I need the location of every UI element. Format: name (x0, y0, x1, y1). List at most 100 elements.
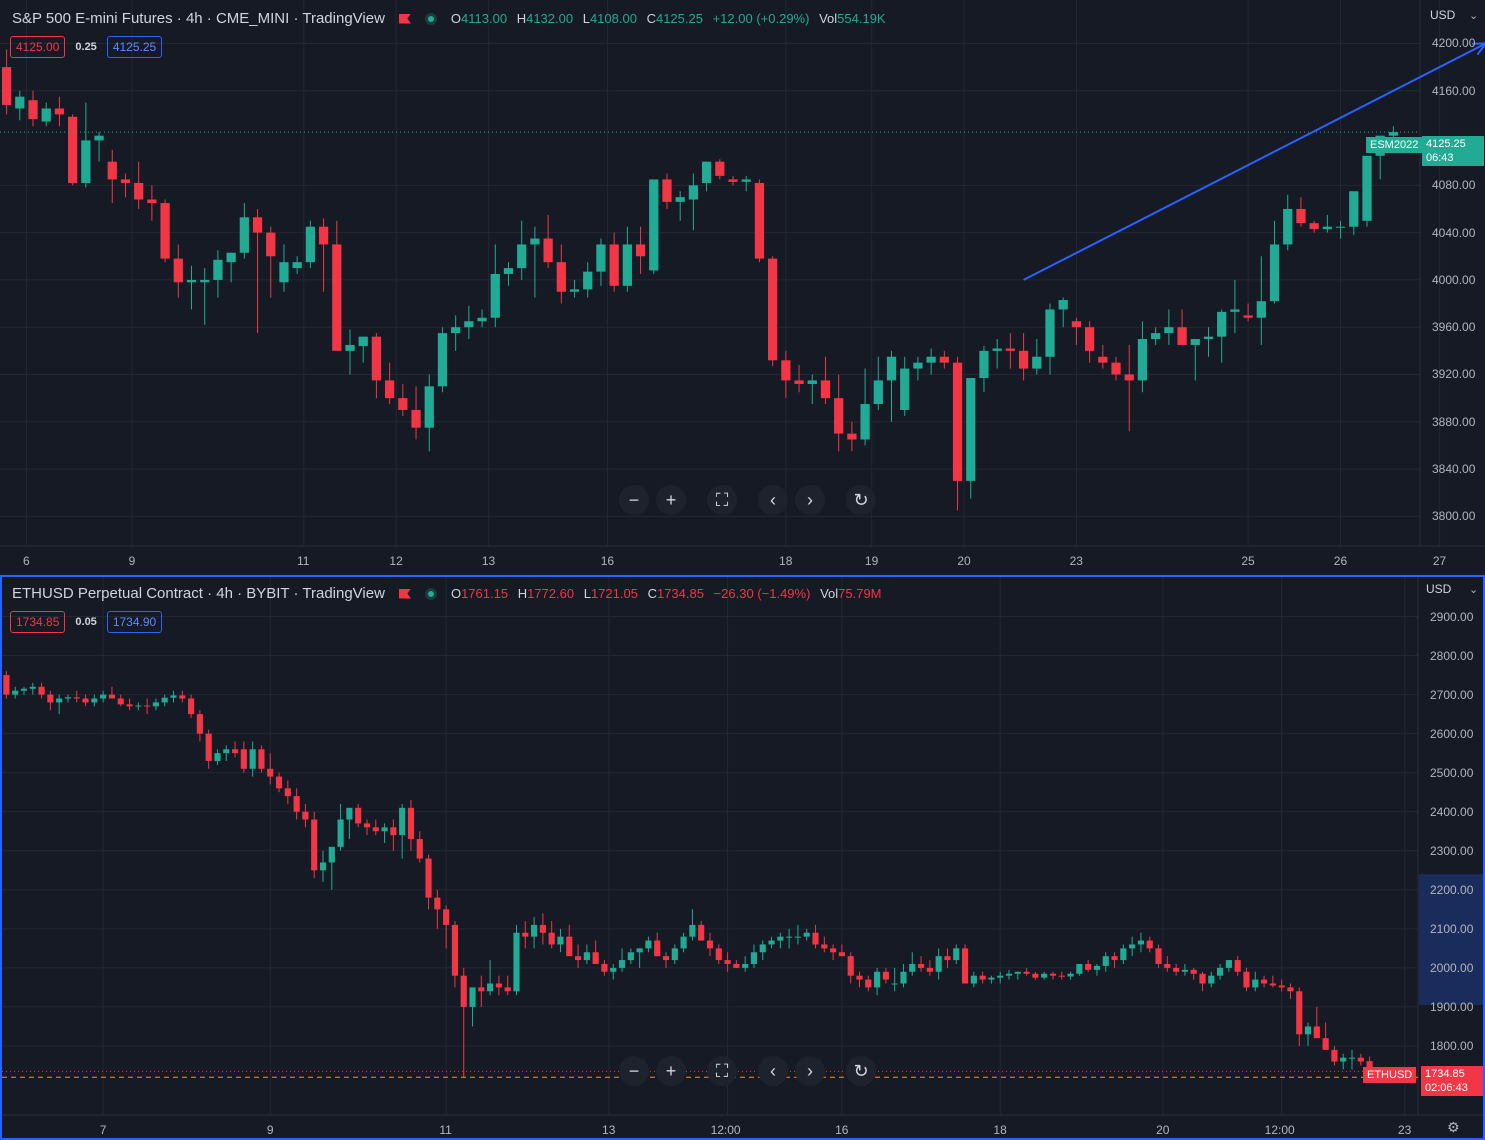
eth-spread: 0.05 (75, 616, 97, 628)
candle (1111, 952, 1118, 968)
scroll-right-icon[interactable]: › (795, 485, 825, 515)
es-symbol-title[interactable]: S&P 500 E-mini Futures · 4h · CME_MINI ·… (12, 10, 385, 27)
candle (363, 819, 371, 836)
price-tick-label: 2100.00 (1430, 921, 1474, 936)
zoom-in-icon[interactable]: + (656, 1056, 686, 1086)
zoom-out-icon[interactable]: − (619, 1056, 649, 1086)
candle (966, 378, 976, 499)
es-buy-price[interactable]: 4125.25 (106, 36, 163, 58)
candle (953, 944, 960, 964)
price-tick-label: 2700.00 (1430, 687, 1474, 702)
candle (1018, 333, 1029, 381)
eth-symbol-title[interactable]: ETHUSD Perpetual Contract · 4h · BYBIT ·… (12, 585, 385, 602)
candle (557, 928, 564, 953)
candle (548, 921, 555, 949)
candle-body (120, 179, 131, 183)
candle-body (205, 733, 212, 761)
es-currency-label[interactable]: USD (1430, 8, 1456, 22)
candle-body (490, 274, 500, 318)
candle (856, 971, 863, 988)
candle (531, 917, 538, 949)
candle-body (1322, 1038, 1329, 1050)
candle (654, 932, 661, 957)
red-flag-icon[interactable] (398, 588, 411, 599)
price-tick-label: 3880.00 (1432, 414, 1476, 429)
eth-candlestick-chart[interactable] (2, 577, 1483, 1138)
es-candlestick-chart[interactable] (0, 0, 1485, 575)
chevron-down-icon[interactable]: ⌄ (1469, 584, 1479, 596)
candle-body (266, 232, 276, 257)
trend-line-drawing[interactable] (1023, 42, 1485, 281)
candle (1208, 971, 1215, 988)
eth-symbol-tag: ETHUSD (1363, 1067, 1417, 1083)
zoom-in-icon[interactable]: + (656, 485, 686, 515)
candle (1058, 297, 1068, 328)
reset-icon[interactable]: ↻ (846, 485, 876, 515)
candle (794, 924, 802, 945)
candle-body (214, 753, 221, 761)
scroll-left-icon[interactable]: ‹ (758, 485, 788, 515)
candle-body (1151, 333, 1161, 340)
reset-icon[interactable]: ↻ (846, 1056, 876, 1086)
eth-countdown: 02:06:43 (1425, 1082, 1468, 1094)
chevron-down-icon[interactable]: ⌄ (1469, 10, 1479, 22)
es-chart-pane[interactable]: S&P 500 E-mini Futures · 4h · CME_MINI ·… (0, 0, 1485, 575)
candle (1234, 956, 1241, 976)
red-flag-icon[interactable] (398, 13, 411, 24)
eth-low-value: 1721.05 (590, 586, 638, 601)
candle-body (970, 975, 977, 984)
scroll-right-icon[interactable]: › (795, 1056, 825, 1086)
candle (108, 686, 116, 699)
price-tick-label: 4200.00 (1432, 36, 1476, 51)
candle-body (1076, 963, 1083, 974)
candle-body (399, 807, 406, 836)
candle-body (1349, 191, 1359, 227)
candle-body (407, 807, 415, 840)
candle (100, 690, 107, 703)
fullscreen-icon[interactable]: ⛶ (707, 1056, 737, 1086)
es-bid-ask: 4125.00 0.25 4125.25 (10, 36, 163, 58)
candle (583, 944, 590, 964)
candle-body (1085, 327, 1095, 351)
candle (226, 252, 236, 283)
es-sell-price[interactable]: 4125.00 (10, 36, 66, 58)
candle (267, 753, 274, 785)
candle-body (821, 944, 828, 949)
es-legend: S&P 500 E-mini Futures · 4h · CME_MINI ·… (12, 10, 892, 27)
price-tick-label: 2400.00 (1430, 804, 1474, 819)
eth-sell-price[interactable]: 1734.85 (10, 611, 66, 633)
candle (645, 936, 652, 953)
candle (173, 244, 183, 298)
candle-body (1045, 309, 1055, 357)
candle (1120, 944, 1127, 964)
candle (860, 368, 870, 446)
candle-body (812, 932, 819, 945)
scroll-left-icon[interactable]: ‹ (758, 1056, 788, 1086)
candle (464, 305, 474, 340)
eth-buy-price[interactable]: 1734.90 (106, 611, 163, 633)
price-tick-label: 2600.00 (1430, 726, 1474, 741)
eth-last-price-tag: 1734.85 02:06:43 (1421, 1066, 1483, 1096)
candle (847, 421, 857, 452)
candle (873, 356, 883, 410)
candle (1260, 975, 1268, 988)
candle (1173, 963, 1180, 976)
candle-body (64, 697, 72, 699)
zoom-out-icon[interactable]: − (619, 485, 649, 515)
fullscreen-icon[interactable]: ⛶ (707, 485, 737, 515)
candle-body (252, 217, 263, 233)
candle (874, 967, 881, 996)
trend-line[interactable] (1023, 42, 1485, 281)
candle-body (1199, 973, 1206, 984)
time-tick-label: 23 (1069, 554, 1083, 568)
candle (1340, 1053, 1347, 1070)
candle (1151, 327, 1161, 345)
candle-body (1388, 132, 1399, 136)
candle (979, 971, 986, 984)
candle-body (1018, 350, 1029, 369)
candle-body (1164, 963, 1171, 968)
candle-body (451, 924, 459, 976)
eth-currency-label[interactable]: USD (1426, 582, 1452, 596)
eth-chart-pane[interactable]: ETHUSD Perpetual Contract · 4h · BYBIT ·… (0, 575, 1485, 1140)
settings-gear-icon[interactable]: ⚙ (1447, 1119, 1460, 1135)
